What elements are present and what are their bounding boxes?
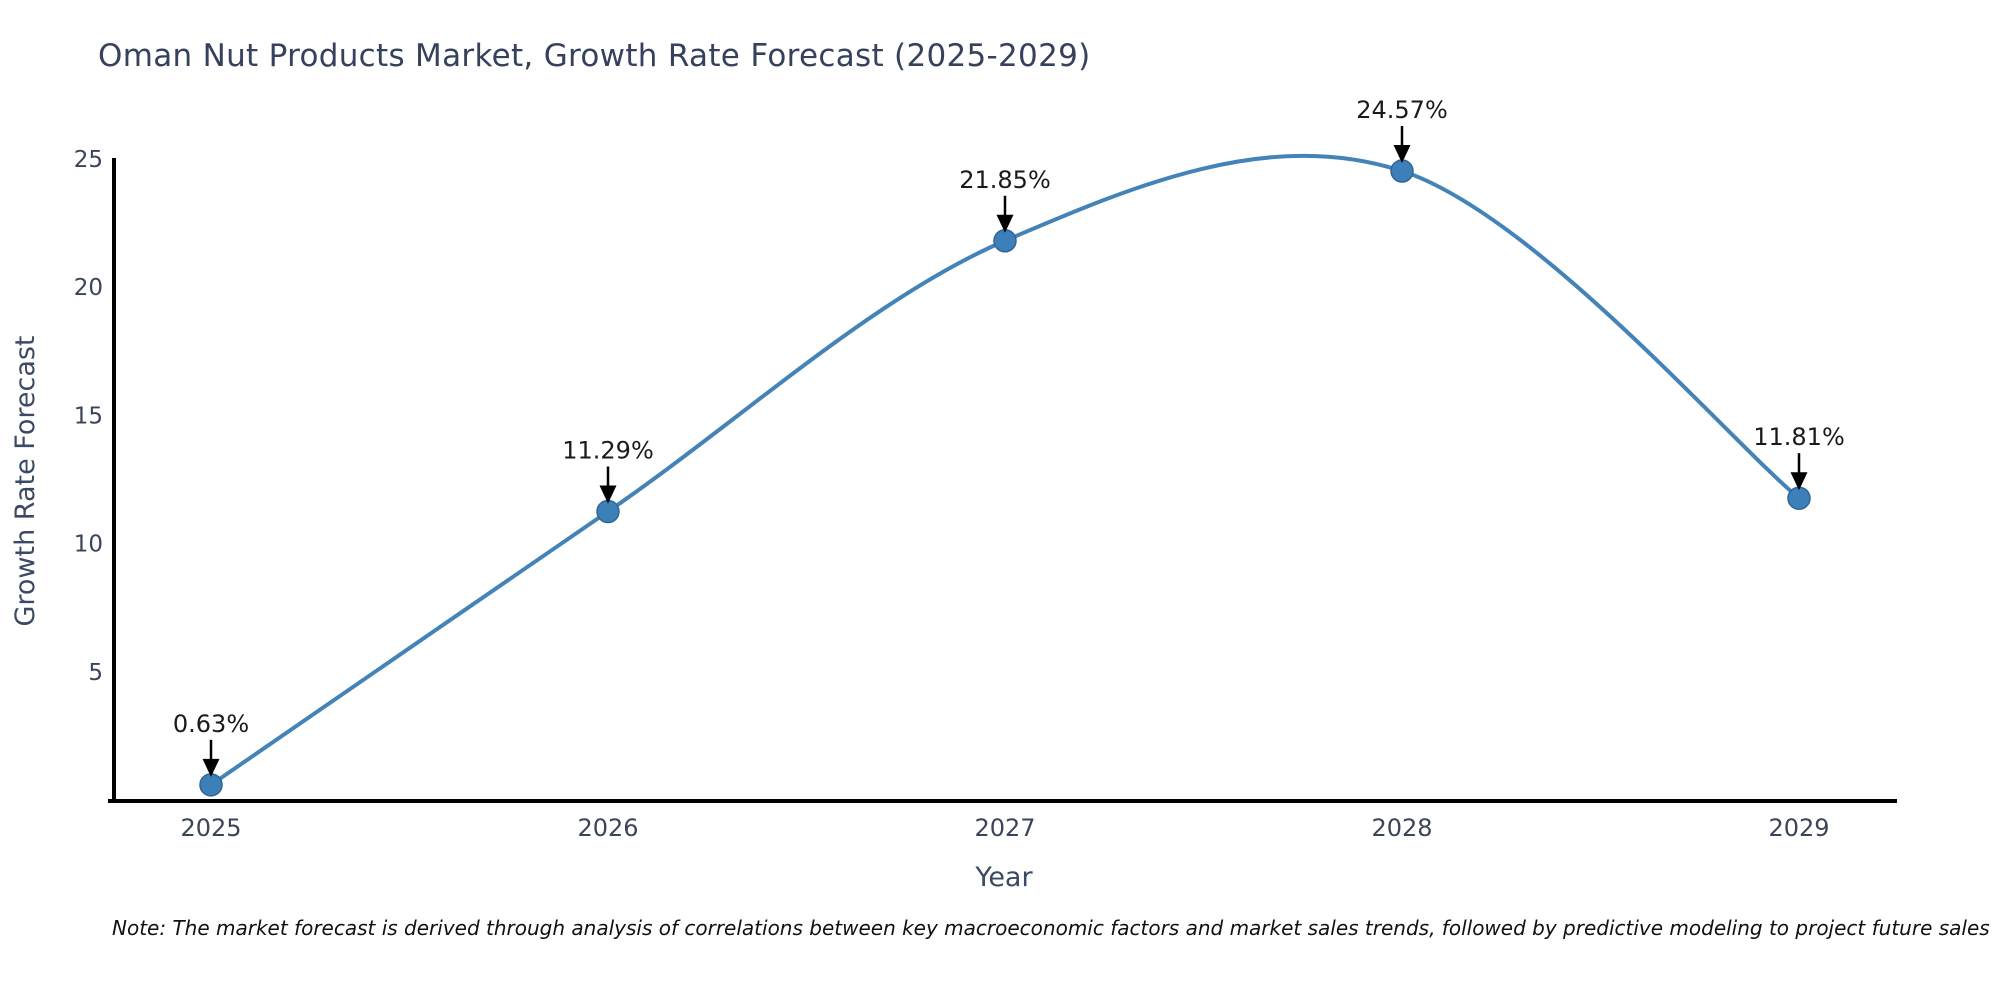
x-axis-title: Year [974, 862, 1033, 893]
footnote: Note: The market forecast is derived thr… [112, 916, 1990, 940]
y-tick-label: 10 [74, 532, 103, 558]
data-label-2028: 24.57% [1356, 96, 1448, 124]
x-tick-label: 2029 [1768, 814, 1829, 842]
annotation-arrow-head [1790, 472, 1808, 491]
annotation-arrow-head [202, 758, 220, 777]
y-tick-label: 20 [74, 275, 103, 301]
data-point-2026 [596, 499, 620, 524]
x-tick-label: 2026 [577, 814, 638, 842]
data-point-2028 [1390, 159, 1414, 183]
y-tick-label: 5 [88, 660, 103, 686]
data-label-2029: 11.81% [1753, 423, 1845, 451]
data-point-2027 [993, 229, 1017, 253]
x-tick-label: 2027 [974, 814, 1035, 842]
data-point-2025 [199, 773, 223, 797]
data-label-2027: 21.85% [959, 166, 1051, 194]
chart-title: Oman Nut Products Market, Growth Rate Fo… [98, 38, 1091, 74]
y-axis-title: Growth Rate Forecast [10, 335, 41, 626]
data-point-2029 [1787, 486, 1811, 510]
annotation-arrow-head [1393, 145, 1411, 164]
x-tick-label: 2025 [180, 814, 241, 842]
y-tick-label: 15 [74, 403, 103, 429]
annotation-arrow-head [599, 485, 617, 504]
data-label-2026: 11.29% [562, 437, 654, 465]
data-label-2025: 0.63% [173, 710, 249, 738]
x-tick-label: 2028 [1371, 814, 1432, 842]
annotation-arrow-head [996, 214, 1014, 233]
y-tick-label: 25 [74, 147, 103, 173]
